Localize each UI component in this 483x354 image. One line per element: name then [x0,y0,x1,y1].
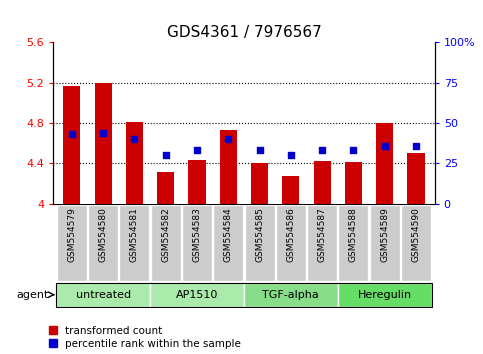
Text: TGF-alpha: TGF-alpha [262,290,319,300]
Bar [313,161,331,204]
FancyBboxPatch shape [57,205,87,281]
Text: GSM554581: GSM554581 [130,207,139,262]
Bar [188,160,206,204]
Bar [345,162,362,204]
FancyBboxPatch shape [150,283,244,307]
FancyBboxPatch shape [369,205,399,281]
Point [68,131,76,137]
Text: GSM554582: GSM554582 [161,207,170,262]
Point [162,152,170,158]
Point [193,148,201,153]
FancyBboxPatch shape [244,205,274,281]
Bar [407,153,425,204]
Point [318,148,326,153]
Text: GSM554589: GSM554589 [380,207,389,262]
Text: GSM554584: GSM554584 [224,207,233,262]
Bar [63,86,81,204]
Text: agent: agent [16,290,48,300]
FancyBboxPatch shape [119,205,149,281]
FancyBboxPatch shape [56,283,150,307]
Text: GSM554580: GSM554580 [99,207,108,262]
Bar [95,83,112,204]
Bar [126,122,143,204]
Text: GSM554590: GSM554590 [412,207,420,262]
FancyBboxPatch shape [339,205,369,281]
Text: AP1510: AP1510 [176,290,218,300]
Point [287,152,295,158]
FancyBboxPatch shape [244,283,338,307]
Text: GSM554587: GSM554587 [318,207,327,262]
Legend: transformed count, percentile rank within the sample: transformed count, percentile rank withi… [49,326,241,349]
FancyBboxPatch shape [213,205,243,281]
Point [412,143,420,148]
Point [99,130,107,136]
Text: Heregulin: Heregulin [357,290,412,300]
Text: GSM554586: GSM554586 [286,207,295,262]
Bar [282,176,299,204]
Point [130,136,138,142]
FancyBboxPatch shape [307,205,337,281]
FancyBboxPatch shape [338,283,432,307]
Text: GSM554588: GSM554588 [349,207,358,262]
Text: untreated: untreated [76,290,131,300]
Text: GSM554583: GSM554583 [193,207,201,262]
FancyBboxPatch shape [88,205,118,281]
Title: GDS4361 / 7976567: GDS4361 / 7976567 [167,25,321,40]
Bar [157,172,174,204]
Point [350,148,357,153]
Bar [220,130,237,204]
Text: GSM554579: GSM554579 [68,207,76,262]
Point [225,136,232,142]
Bar [251,163,268,204]
FancyBboxPatch shape [276,205,306,281]
FancyBboxPatch shape [182,205,212,281]
FancyBboxPatch shape [151,205,181,281]
Text: GSM554585: GSM554585 [255,207,264,262]
Bar [376,123,393,204]
Point [256,148,263,153]
Point [381,143,388,148]
FancyBboxPatch shape [401,205,431,281]
